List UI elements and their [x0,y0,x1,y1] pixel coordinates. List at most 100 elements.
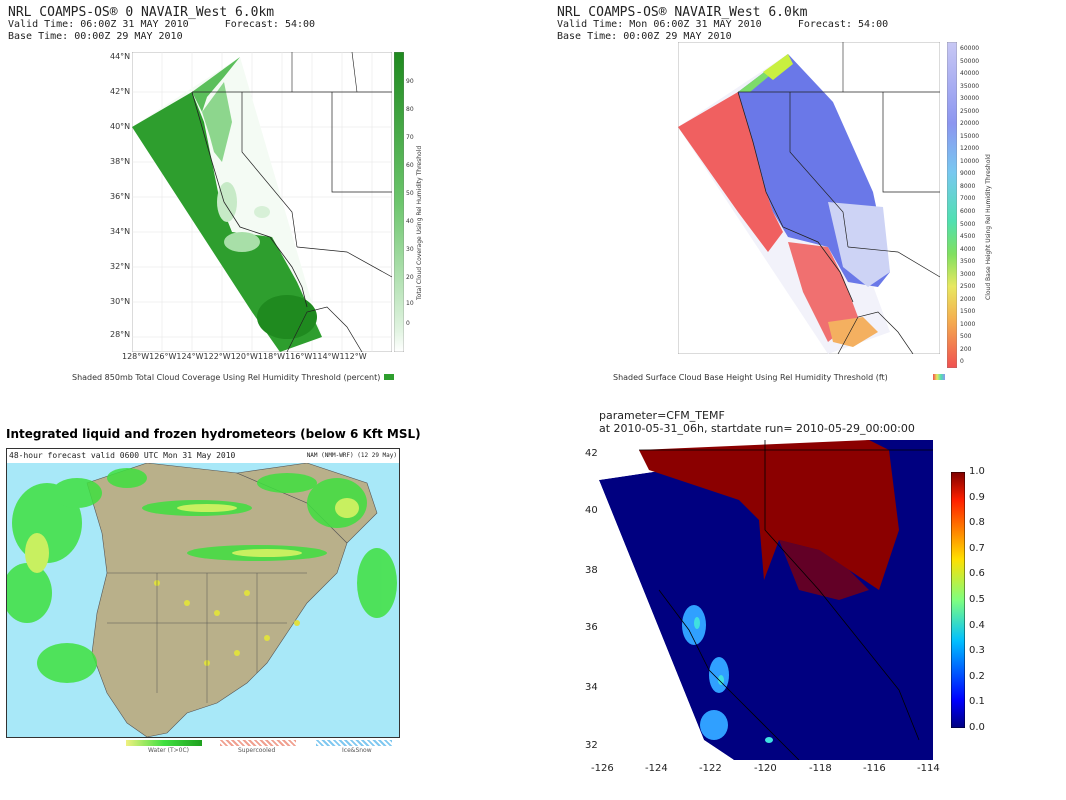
bl-legend: Water (T>0C) Supercooled Ice&Snow [120,738,400,758]
tr-map [678,42,940,354]
y-tick: 40 [585,505,598,516]
legend-ice-label: Ice&Snow [342,747,372,754]
legend-supercooled-swatch [220,740,296,746]
cb-tick: 0.9 [969,491,985,503]
cb-tick: 3500 [960,258,976,266]
cb-tick: 30000 [960,95,980,103]
lat-label: 28°N [110,330,131,339]
lat-label: 36°N [110,192,131,201]
cb-tick: 20 [406,274,414,281]
cb-tick: 70 [406,134,414,141]
br-title-line1: parameter=CFM_TEMF [599,409,725,422]
y-tick: 32 [585,740,598,751]
br-colorbar [951,472,965,728]
panel-cfm-temf: parameter=CFM_TEMF at 2010-05-31_06h, st… [533,400,1066,800]
bl-title: Integrated liquid and frozen hydrometeor… [6,427,421,441]
cb-tick: 50 [406,190,414,197]
cb-tick: 0.7 [969,542,985,554]
cb-tick: 0 [960,358,964,366]
cb-tick: 200 [960,345,972,353]
tl-caption: Shaded 850mb Total Cloud Coverage Using … [72,373,381,382]
tl-colorbar [394,52,404,352]
br-title-line2: at 2010-05-31_06h, startdate run= 2010-0… [599,422,915,435]
bl-subheader: 48-hour forecast valid 0600 UTC Mon 31 M… [7,449,399,463]
cb-tick: 0.0 [969,722,985,733]
tl-map [132,52,392,352]
y-tick: 38 [585,565,598,576]
cb-tick: 5000 [960,220,976,228]
cb-tick: 2500 [960,283,976,291]
cb-tick: 15000 [960,132,980,140]
cb-tick: 0.6 [969,568,985,580]
lat-label: 34°N [110,227,131,236]
cb-tick: 40000 [960,70,980,78]
tr-colorbar-label: Cloud Base Height Using Rel Humidity Thr… [985,154,992,300]
cb-tick: 35000 [960,82,980,90]
tr-header-line1: NRL COAMPS-OS® NAVAIR_West 6.0km [557,5,808,20]
tr-header-line3: Base Time: 00:00Z 29 MAY 2010 [557,31,732,42]
cb-tick: 0.5 [969,594,985,605]
lat-label: 30°N [110,297,131,306]
tr-caption: Shaded Surface Cloud Base Height Using R… [613,373,888,382]
tr-colorbar [947,42,957,368]
cb-tick: 40 [406,218,414,225]
cb-tick: 10 [406,300,414,307]
cb-tick: 4000 [960,245,976,253]
cb-tick: 30 [406,246,414,253]
x-tick: -116 [863,763,886,774]
bl-map-frame: 48-hour forecast valid 0600 UTC Mon 31 M… [6,448,400,738]
cb-tick: 1.0 [969,466,985,477]
cb-tick: 90 [406,78,414,85]
cb-tick: 500 [960,333,972,341]
x-tick: -114 [917,763,940,774]
bl-map [7,463,399,737]
bl-subheader-right: NAM (NMM-WRF) (12 29 May) [306,452,397,459]
cb-tick: 3000 [960,270,976,278]
cb-tick: 50000 [960,57,980,65]
tl-lon-labels: 128°W126°W124°W122°W120°W118°W116°W114°W… [122,352,367,361]
legend-water-swatch [126,740,202,746]
x-tick: -120 [754,763,777,774]
y-tick: 34 [585,682,598,693]
tl-header-line1: NRL COAMPS-OS® 0 NAVAIR_West 6.0km [8,5,275,20]
cb-tick: 0.3 [969,645,985,657]
cb-tick: 60 [406,162,414,169]
lat-label: 32°N [110,262,131,271]
cb-tick: 10000 [960,157,980,165]
tl-header-line3: Base Time: 00:00Z 29 MAY 2010 [8,31,183,42]
lat-label: 42°N [110,87,131,96]
cb-tick: 9000 [960,170,976,178]
panel-cloud-base-height: NRL COAMPS-OS® NAVAIR_West 6.0km Valid T… [533,0,1066,400]
cb-tick: 0.2 [969,670,985,682]
x-tick: -126 [591,763,614,774]
cb-tick: 0.8 [969,517,985,529]
lat-label: 44°N [110,52,131,61]
lat-label: 38°N [110,157,131,166]
cb-tick: 25000 [960,107,980,115]
cb-tick: 1000 [960,320,976,328]
legend-ice-swatch [316,740,392,746]
lat-label: 40°N [110,122,131,131]
cb-tick: 6000 [960,208,976,215]
tr-header-line2: Valid Time: Mon 06:00Z 31 MAY 2010 Forec… [557,19,889,30]
cb-tick: 60000 [960,45,980,52]
legend-water-label: Water (T>0C) [148,747,190,754]
cb-tick: 20000 [960,120,980,128]
cb-tick: 0.4 [969,619,985,631]
tl-caption-swatch [384,374,394,380]
cb-tick: 12000 [960,145,980,153]
cb-tick: 0 [406,320,410,327]
tl-header-line2: Valid Time: 06:00Z 31 MAY 2010 Forecast:… [8,19,316,30]
x-tick: -118 [809,763,832,774]
cb-tick: 0.1 [969,696,985,708]
tl-colorbar-label: Total Cloud Coverage Using Rel Humidity … [416,145,423,300]
cb-tick: 7000 [960,195,976,203]
x-tick: -122 [699,763,722,774]
y-tick: 42 [585,448,598,459]
cb-tick: 4500 [960,233,976,241]
cb-tick: 1500 [960,308,976,316]
legend-supercooled-label: Supercooled [238,747,276,754]
tr-caption-swatch [933,374,945,380]
cb-tick: 80 [406,106,414,113]
br-map [599,440,933,760]
